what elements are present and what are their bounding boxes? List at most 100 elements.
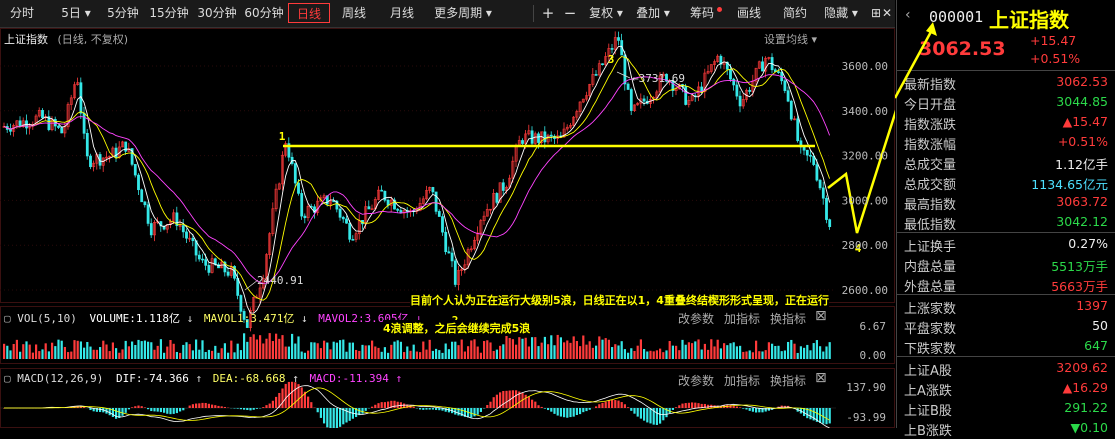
vol-swap-indicator-button[interactable]: 换指标 xyxy=(770,310,806,327)
quote-row-value: 1397 xyxy=(1076,298,1108,313)
draw-line-button[interactable]: 画线 xyxy=(733,3,765,23)
volume-bar xyxy=(377,348,379,359)
simple-mode-button[interactable]: 简约 xyxy=(779,3,811,23)
price-candle-body xyxy=(822,188,824,198)
volume-bar xyxy=(381,352,383,359)
quote-row-value: 647 xyxy=(1084,338,1108,353)
volume-bar xyxy=(205,352,207,359)
vol-close-icon[interactable]: ⊠ xyxy=(815,308,827,324)
volume-bar xyxy=(573,336,575,359)
macd-histogram-bar xyxy=(630,408,632,411)
volume-bar xyxy=(294,344,296,359)
macd-histogram-bar xyxy=(707,405,709,408)
macd-histogram-bar xyxy=(749,408,751,411)
more-periods-dropdown[interactable]: 更多周期 ▾ xyxy=(426,3,500,23)
macd-histogram-bar xyxy=(480,408,482,412)
annotation-text-line1: 目前个人认为正在运行大级别5浪，日线正在以1，4重叠终结楔形形式呈现，正在运行 xyxy=(410,292,829,308)
macd-histogram-bar xyxy=(361,408,363,414)
price-candle-body xyxy=(729,69,731,79)
macd-histogram-bar xyxy=(195,404,197,408)
macd-histogram-bar xyxy=(553,408,555,414)
volume-bar xyxy=(390,345,392,359)
vol-change-params-button[interactable]: 改参数 xyxy=(678,310,714,327)
period-tab-5day[interactable]: 5日 ▾ xyxy=(55,3,97,23)
quote-row: 上A涨跌▲16.29 xyxy=(897,379,1115,399)
period-tab-30min[interactable]: 30分钟 xyxy=(195,3,239,23)
zoom-out-button[interactable]: − xyxy=(560,3,580,23)
volume-bar xyxy=(589,341,591,359)
period-tab-monthly[interactable]: 月线 xyxy=(384,3,420,23)
macd-histogram-bar xyxy=(419,408,421,409)
quote-change-pct: +0.51% xyxy=(1030,51,1080,66)
period-tab-daily[interactable]: 日线 xyxy=(288,3,330,23)
macd-histogram-bar xyxy=(333,408,335,428)
macd-histogram-bar xyxy=(601,403,603,408)
ma-settings-button[interactable]: 设置均线 ▾ xyxy=(764,31,817,47)
price-candle-body xyxy=(61,128,63,133)
volume-bar xyxy=(643,349,645,359)
price-candle-body xyxy=(595,74,597,75)
volume-bar xyxy=(710,339,712,359)
quote-row-label: 上证B股 xyxy=(904,400,952,419)
chip-distribution-button[interactable]: 筹码 xyxy=(686,3,718,23)
volume-bar xyxy=(227,353,229,359)
macd-histogram-bar xyxy=(582,408,584,412)
vol-add-indicator-button[interactable]: 加指标 xyxy=(724,310,760,327)
macd-histogram-bar xyxy=(512,390,514,408)
volume-bar xyxy=(547,344,549,359)
volume-bar xyxy=(723,343,725,359)
macd-histogram-bar xyxy=(595,406,597,408)
volume-bar xyxy=(77,341,79,359)
volume-bar xyxy=(275,334,277,359)
macd-swap-indicator-button[interactable]: 换指标 xyxy=(770,372,806,389)
macd-histogram-bar xyxy=(397,402,399,408)
period-tab-15min[interactable]: 15分钟 xyxy=(147,3,191,23)
price-candle-body xyxy=(448,252,450,253)
vol-arrow-1: ↓ xyxy=(187,312,194,325)
macd-histogram-bar xyxy=(217,406,219,408)
panel-divider xyxy=(897,356,1115,357)
hide-dropdown[interactable]: 隐藏 ▾ xyxy=(820,3,862,23)
volume-bar xyxy=(694,341,696,359)
quote-row-label: 上涨家数 xyxy=(904,298,956,317)
price-candle-body xyxy=(397,209,399,210)
period-tab-weekly[interactable]: 周线 xyxy=(336,3,372,23)
volume-bar xyxy=(150,342,152,359)
volume-bar xyxy=(125,341,127,359)
volume-bar xyxy=(147,342,149,359)
volume-bar xyxy=(352,343,354,359)
price-candle-body xyxy=(550,135,552,136)
volume-bar xyxy=(265,339,267,359)
volume-bar xyxy=(656,350,658,359)
macd-histogram-bar xyxy=(128,408,130,409)
macd-histogram-bar xyxy=(742,408,744,409)
macd-histogram-bar xyxy=(486,405,488,408)
price-axis-tick: 3400.00 xyxy=(842,105,888,118)
volume-bar xyxy=(291,334,293,359)
volume-bar xyxy=(345,352,347,359)
macd-close-icon[interactable]: ⊠ xyxy=(815,370,827,386)
zoom-in-button[interactable]: + xyxy=(538,3,558,23)
macd-histogram-bar xyxy=(617,401,619,408)
toolbar-divider xyxy=(533,5,534,22)
volume-bar xyxy=(115,348,117,359)
period-tab-intraday[interactable]: 分时 xyxy=(3,3,41,23)
period-tab-5min[interactable]: 5分钟 xyxy=(103,3,143,23)
volume-bar xyxy=(429,340,431,359)
close-icon[interactable]: ✕ xyxy=(879,3,895,23)
macd-collapse-icon[interactable]: ▢ xyxy=(4,372,11,385)
adjust-dropdown[interactable]: 复权 ▾ xyxy=(585,3,627,23)
macd-axis-tick: 137.90 xyxy=(846,381,886,394)
volume-bar xyxy=(387,353,389,359)
period-tab-60min[interactable]: 60分钟 xyxy=(242,3,286,23)
volume-bar xyxy=(217,353,219,359)
vol-collapse-icon[interactable]: ▢ xyxy=(4,312,11,325)
macd-add-indicator-button[interactable]: 加指标 xyxy=(724,372,760,389)
macd-change-params-button[interactable]: 改参数 xyxy=(678,372,714,389)
overlay-dropdown[interactable]: 叠加 ▾ xyxy=(632,3,674,23)
volume-bar xyxy=(672,346,674,359)
